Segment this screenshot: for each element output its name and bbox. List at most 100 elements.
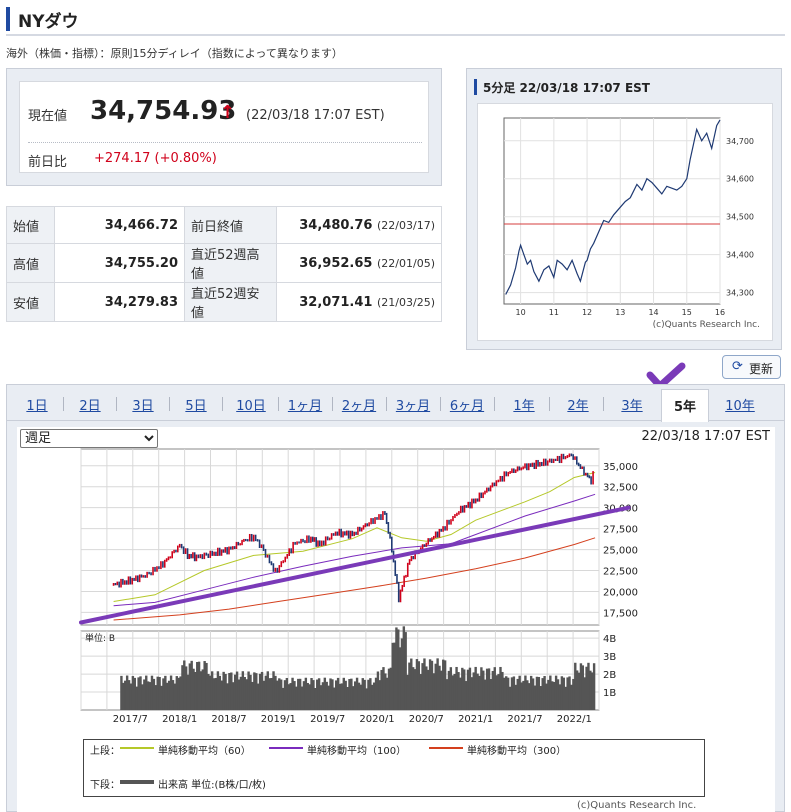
intraday-chart: 34,300 34,400 34,500 34,600 34,700 10 11 12 13 14… (503, 117, 760, 330)
volume-bar (175, 676, 179, 710)
volume-bar (297, 678, 300, 710)
tab-12[interactable]: 3年 (621, 399, 643, 414)
volume-bar (398, 647, 402, 710)
tab-13[interactable]: 5年 (661, 389, 709, 422)
tab-7[interactable]: 2ヶ月 (341, 399, 377, 414)
current-price-label: 現在値 (28, 109, 68, 124)
tab-separator (169, 397, 170, 411)
volume-bar (397, 629, 400, 710)
volume-bar (218, 675, 222, 710)
legend-lower-label: 下段： (90, 780, 120, 791)
chart-legend: 上段： 単純移動平均（60） 単純移動平均（100） 単純移動平均（300） 下… (83, 739, 705, 797)
update-button-label: 更新 (749, 362, 774, 376)
volume-bar (410, 658, 413, 710)
volume-bar (466, 669, 470, 710)
52w-high-date: (22/01/05) (377, 256, 435, 270)
volume-bar (514, 684, 518, 710)
tab-1[interactable]: 1日 (26, 399, 48, 414)
high-label: 高値 (6, 243, 55, 283)
volume-bar (359, 684, 363, 710)
volume-bar (212, 678, 216, 710)
volume-bar (316, 679, 319, 710)
legend-volume-swatch (120, 780, 154, 784)
x-tick-label: 2020/7 (409, 714, 444, 725)
volume-bar (427, 669, 430, 710)
volume-bar (478, 675, 481, 710)
tab-2[interactable]: 2日 (79, 399, 101, 414)
tab-9[interactable]: 6ヶ月 (449, 399, 485, 414)
volume-bar (205, 662, 208, 710)
volume-bar (577, 672, 581, 710)
volume-bar (293, 681, 296, 710)
volume-bar (281, 687, 285, 710)
52w-high-label: 直近52週高値 (184, 243, 277, 283)
tab-separator (278, 397, 279, 411)
volume-bar (162, 678, 165, 710)
quote-box: 現在値 34,754.93 ↑ (22/03/18 17:07 EST) 前日比… (6, 68, 442, 186)
x-tick-label: 2019/7 (310, 714, 345, 725)
tab-5[interactable]: 10日 (236, 399, 266, 414)
volume-bar (194, 672, 197, 710)
volume-bar (497, 674, 500, 710)
legend-ma60: 単純移動平均（60） (158, 746, 251, 757)
volume-bar (308, 684, 311, 710)
price-candles (112, 453, 594, 603)
volume-bar (184, 666, 188, 710)
volume-bar (453, 673, 456, 710)
volume-bar (592, 663, 596, 710)
volume-bars (120, 626, 596, 710)
volume-bar (166, 682, 169, 710)
volume-bar (310, 678, 313, 710)
tab-11[interactable]: 2年 (567, 399, 589, 414)
volume-bar (387, 668, 391, 710)
volume-bar (449, 667, 453, 710)
tab-10[interactable]: 1年 (513, 399, 535, 414)
volume-bar (340, 683, 344, 710)
volume-bar (440, 670, 443, 710)
volume-bar (541, 678, 544, 710)
x-tick-label: 2017/7 (113, 714, 148, 725)
main-chart-panel: 週足 22/03/18 17:07 EST 17,500 20,000 22,500… (17, 427, 775, 812)
x-tick-label: 2021/1 (458, 714, 493, 725)
volume-bar (146, 681, 150, 710)
tab-6[interactable]: 1ヶ月 (287, 399, 323, 414)
volume-bar (562, 677, 565, 710)
tab-3[interactable]: 3日 (132, 399, 154, 414)
volume-bar (141, 684, 144, 710)
volume-bar (522, 680, 525, 710)
volume-bar (353, 681, 357, 710)
volume-bar (552, 681, 556, 710)
volume-bar (186, 674, 190, 710)
volume-bar (262, 680, 266, 710)
volume-bar (438, 665, 441, 710)
volume-bar (461, 667, 464, 710)
volume-bar (369, 678, 372, 710)
period-select[interactable]: 週足 (20, 429, 158, 448)
volume-bar (459, 677, 462, 710)
volume-bar (300, 686, 304, 710)
volume-bar (329, 678, 332, 710)
tab-separator (116, 397, 117, 411)
tab-14[interactable]: 10年 (725, 399, 755, 414)
update-button[interactable]: ⟳ 更新 (722, 355, 781, 379)
intraday-y-tick: 34,600 (726, 175, 754, 184)
tab-8[interactable]: 3ヶ月 (395, 399, 431, 414)
volume-bar (558, 684, 562, 710)
prev-close-value: 34,480.76 (299, 217, 373, 233)
tab-separator (222, 397, 223, 411)
volume-bar (417, 661, 421, 710)
volume-bar (124, 680, 127, 710)
intraday-accent-bar (474, 79, 477, 95)
ma-line-2 (113, 493, 596, 607)
volume-bar (376, 671, 380, 710)
volume-bar (480, 667, 483, 710)
volume-bar (327, 685, 330, 710)
volume-bar (493, 667, 496, 710)
x-tick-label: 2018/7 (211, 714, 246, 725)
tab-4[interactable]: 5日 (185, 399, 207, 414)
volume-bar (346, 686, 349, 710)
volume-bar (402, 626, 406, 710)
price-y-tick: 20,000 (603, 587, 638, 598)
volume-bar (535, 676, 539, 710)
volume-bar (434, 663, 437, 710)
